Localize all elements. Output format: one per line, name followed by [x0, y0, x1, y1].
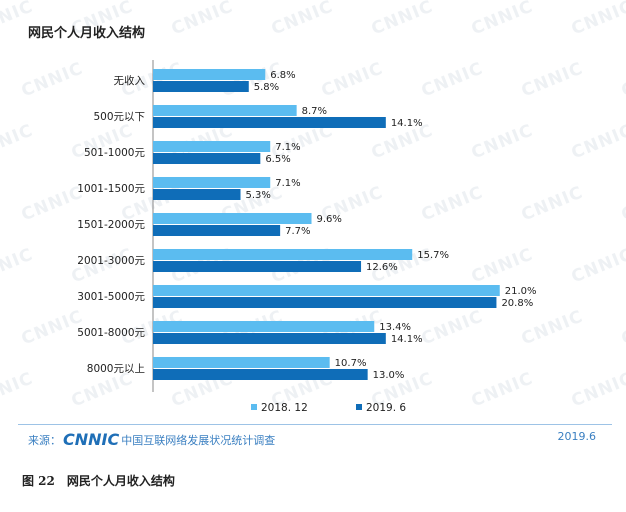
- data-label: 10.7%: [335, 358, 367, 369]
- bar-2018-12: [153, 177, 271, 188]
- data-label: 6.8%: [270, 70, 295, 81]
- bar-2018-12: [153, 105, 297, 116]
- bar-2019-6: [153, 153, 261, 164]
- data-label: 9.6%: [317, 214, 342, 225]
- bar-2018-12: [153, 69, 266, 80]
- category-label: 500元以下: [93, 111, 145, 123]
- legend-swatch: [251, 404, 257, 410]
- data-label: 5.8%: [254, 82, 279, 93]
- category-label: 2001-3000元: [77, 255, 145, 267]
- bar-2019-6: [153, 369, 368, 380]
- bar-2018-12: [153, 213, 312, 224]
- bar-2018-12: [153, 321, 375, 332]
- category-label: 无收入: [114, 74, 146, 87]
- bar-2019-6: [153, 81, 249, 92]
- data-label: 13.4%: [379, 322, 411, 333]
- legend-label: 2018. 12: [261, 402, 308, 414]
- data-label: 7.7%: [285, 226, 310, 237]
- data-label: 20.8%: [501, 298, 533, 309]
- bar-2018-12: [153, 249, 413, 260]
- data-label: 21.0%: [505, 286, 537, 297]
- category-label: 1501-2000元: [77, 219, 145, 231]
- bar-chart: 无收入 6.8%5.8%500元以下 8.7%14.1%501-1000元 7.1%6…: [77, 60, 537, 414]
- data-label: 14.1%: [391, 334, 423, 345]
- bar-2018-12: [153, 285, 500, 296]
- data-label: 8.7%: [302, 106, 327, 117]
- category-label: 1001-1500元: [77, 183, 145, 195]
- source-prefix: 来源：: [28, 433, 61, 447]
- legend-swatch: [356, 404, 362, 410]
- bar-2019-6: [153, 297, 497, 308]
- source-date: 2019.6: [557, 430, 597, 443]
- chart-title: 网民个人月收入结构: [28, 26, 146, 41]
- source-line: 来源： CNNIC 中国互联网络发展状况统计调查: [28, 430, 275, 449]
- bar-2018-12: [153, 141, 271, 152]
- category-label: 501-1000元: [84, 147, 146, 159]
- data-label: 5.3%: [246, 190, 271, 201]
- category-label: 8000元以上: [87, 363, 145, 375]
- legend-label: 2019. 6: [366, 402, 406, 414]
- data-label: 12.6%: [366, 262, 398, 273]
- bar-2019-6: [153, 225, 281, 236]
- data-label: 6.5%: [265, 154, 290, 165]
- category-label: 3001-5000元: [77, 291, 145, 303]
- bar-2019-6: [153, 333, 386, 344]
- data-label: 13.0%: [373, 370, 405, 381]
- bar-2019-6: [153, 189, 241, 200]
- data-label: 14.1%: [391, 118, 423, 129]
- footer-divider: [18, 424, 612, 425]
- cnnic-logo: CNNIC: [63, 430, 120, 449]
- figure-caption: 图 22 网民个人月收入结构: [22, 474, 175, 488]
- data-label: 7.1%: [275, 178, 300, 189]
- category-label: 5001-8000元: [77, 327, 145, 339]
- bar-2019-6: [153, 261, 362, 272]
- bar-2018-12: [153, 357, 330, 368]
- source-org: 中国互联网络发展状况统计调查: [121, 433, 276, 447]
- data-label: 15.7%: [417, 250, 449, 261]
- bar-2019-6: [153, 117, 386, 128]
- data-label: 7.1%: [275, 142, 300, 153]
